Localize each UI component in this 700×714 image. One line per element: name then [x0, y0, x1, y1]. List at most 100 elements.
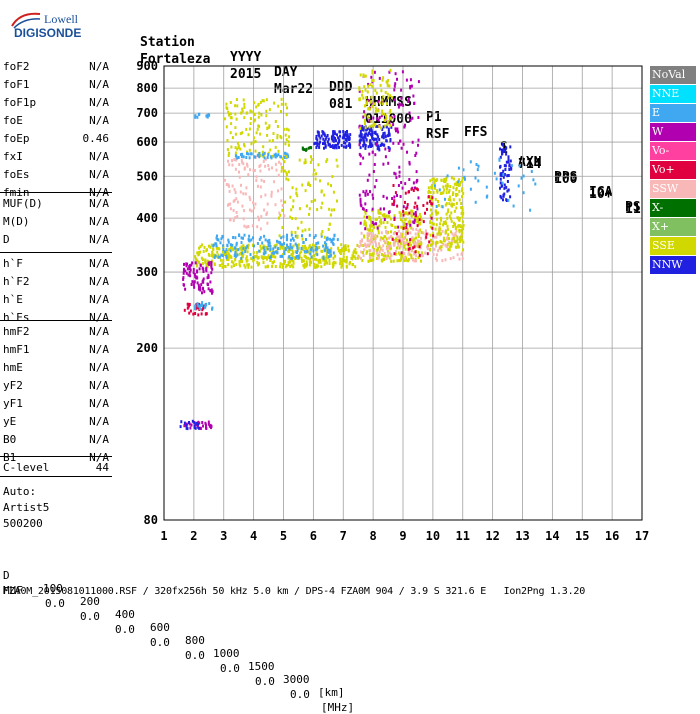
echo-point — [305, 147, 308, 151]
echo-point — [283, 252, 286, 256]
echo-point — [450, 211, 453, 215]
echo-point — [211, 251, 214, 255]
echo-point — [269, 256, 272, 260]
echo-point — [202, 270, 205, 273]
echo-point — [444, 197, 446, 201]
echo-point — [507, 157, 510, 161]
echo-point — [194, 115, 197, 119]
echo-point — [233, 188, 236, 192]
echo-point — [244, 192, 247, 196]
echo-point — [409, 238, 412, 242]
echo-point — [183, 421, 186, 425]
echo-point — [228, 184, 230, 188]
echo-point — [250, 110, 253, 114]
echo-point — [220, 253, 223, 257]
echo-point — [281, 167, 284, 171]
echo-point — [227, 252, 230, 256]
echo-point — [275, 168, 278, 172]
echo-point — [363, 135, 366, 139]
echo-point — [272, 132, 275, 135]
echo-point — [373, 70, 376, 74]
echo-point — [361, 259, 364, 263]
param-divider — [0, 192, 112, 193]
echo-point — [374, 88, 377, 92]
echo-point — [446, 237, 449, 241]
echo-point — [368, 119, 371, 122]
echo-point — [367, 84, 370, 88]
echo-point — [358, 97, 361, 101]
echo-point — [417, 232, 420, 236]
echo-point — [431, 177, 434, 181]
echo-point — [344, 138, 347, 141]
echo-point — [326, 261, 329, 265]
echo-point — [303, 265, 306, 269]
echo-point — [186, 267, 189, 271]
echo-point — [365, 224, 368, 228]
echo-point — [501, 152, 504, 156]
echo-point — [371, 207, 374, 211]
echo-point — [457, 224, 460, 228]
echo-point — [284, 200, 287, 204]
echo-point — [249, 198, 252, 202]
echo-point — [245, 257, 248, 261]
echo-point — [248, 148, 251, 152]
echo-point — [410, 187, 413, 191]
echo-point — [416, 242, 419, 246]
echo-point — [332, 145, 335, 149]
echo-point — [208, 302, 211, 305]
echo-point — [404, 247, 407, 251]
echo-point — [295, 244, 298, 248]
echo-point — [201, 308, 204, 312]
echo-point — [236, 156, 239, 160]
hdr-label-p1: P1 — [426, 110, 442, 125]
echo-point — [345, 258, 348, 262]
echo-point — [183, 283, 185, 287]
echo-point — [239, 190, 242, 194]
echo-point — [363, 134, 366, 138]
echo-point — [417, 138, 420, 142]
auto-artist: Artist5 — [3, 501, 50, 514]
echo-point — [376, 140, 379, 144]
echo-point — [386, 92, 389, 96]
echo-point — [439, 222, 442, 226]
echo-point — [387, 242, 389, 245]
echo-point — [223, 178, 226, 182]
footer-d-value: 1500 — [248, 660, 275, 673]
echo-point — [262, 160, 265, 163]
echo-point — [442, 242, 445, 246]
echo-point — [192, 271, 195, 275]
echo-point — [361, 93, 364, 97]
echo-point — [434, 209, 437, 213]
echo-point — [205, 426, 207, 430]
echo-point — [378, 216, 381, 219]
echo-point — [437, 211, 439, 215]
echo-point — [201, 258, 204, 262]
echo-point — [188, 421, 190, 424]
echo-point — [244, 250, 247, 253]
echo-point — [365, 251, 368, 255]
echo-point — [221, 234, 224, 238]
echo-point — [371, 240, 374, 244]
echo-point — [380, 221, 383, 225]
echo-point — [448, 188, 451, 192]
echo-point — [205, 267, 208, 271]
echo-point — [393, 98, 396, 102]
echo-point — [326, 250, 329, 254]
echo-point — [508, 163, 511, 167]
echo-point — [359, 126, 362, 130]
echo-point — [406, 212, 409, 216]
echo-point — [419, 228, 422, 232]
echo-point — [384, 135, 387, 139]
echo-point — [445, 202, 448, 206]
echo-point — [196, 269, 199, 273]
echo-point — [374, 132, 377, 135]
echo-point — [234, 112, 237, 116]
echo-point — [438, 226, 441, 230]
echo-point — [369, 139, 372, 143]
echo-point — [225, 250, 228, 254]
echo-point — [241, 247, 244, 251]
echo-point — [204, 260, 207, 264]
echo-point — [389, 124, 392, 127]
echo-point — [282, 253, 284, 257]
echo-point — [369, 228, 372, 232]
